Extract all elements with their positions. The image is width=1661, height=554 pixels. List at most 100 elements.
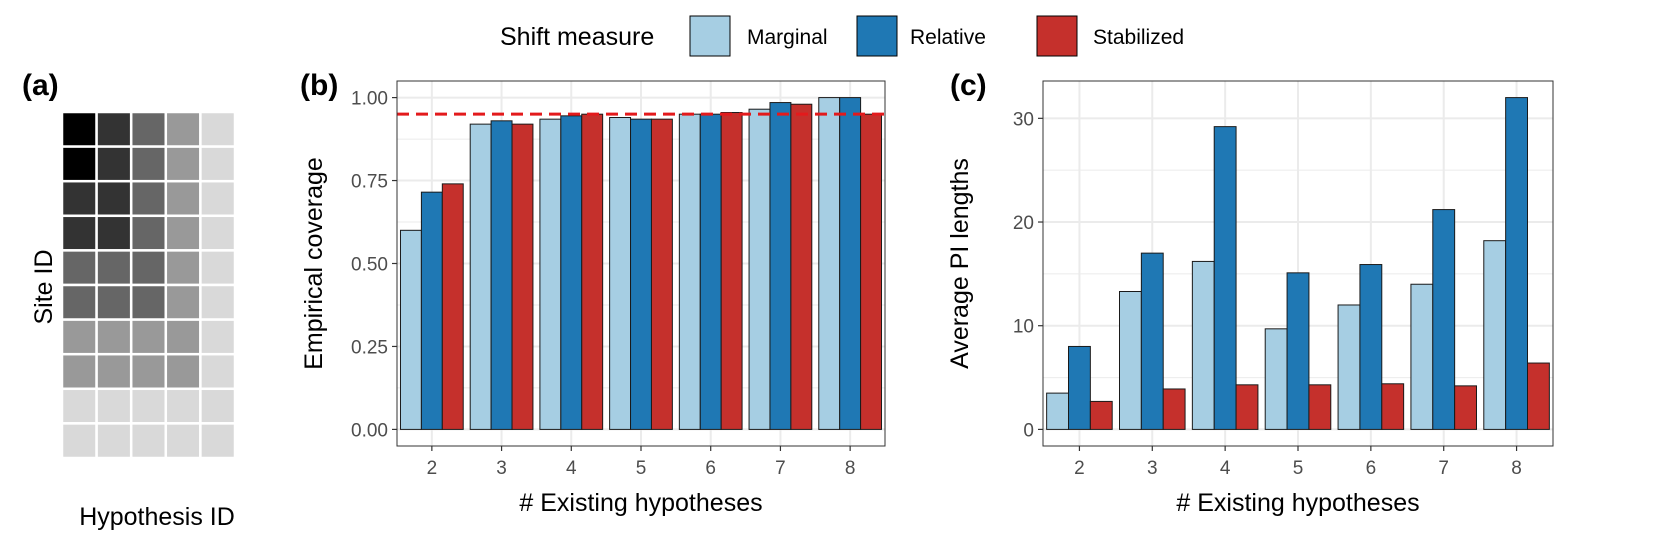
panel-b-yticks: 0.00 0.25 0.50 0.75 1.00 (351, 89, 397, 441)
bar-stabilized (1162, 388, 1186, 430)
x-tick-label: 7 (1438, 458, 1449, 479)
bar-stabilized (1454, 385, 1477, 430)
bar-marginal (1119, 290, 1142, 430)
grid-cell (60, 352, 98, 391)
grid-cell (95, 352, 133, 391)
x-tick-label: 3 (496, 458, 507, 479)
x-tick-label: 7 (775, 458, 786, 479)
bar-stabilized (581, 113, 604, 430)
grid-cell (199, 110, 237, 148)
x-tick-label: 5 (636, 458, 647, 479)
bar-stabilized (790, 103, 813, 430)
bar-marginal (469, 123, 492, 430)
panel-c-xticks: 2 3 4 5 6 7 8 (1074, 446, 1522, 479)
panel-c-ylabel: Average PI lengths (946, 158, 974, 369)
bar-relative (420, 191, 443, 430)
grid-cell (129, 352, 168, 391)
grid-cell (129, 387, 168, 425)
bar-stabilized (1527, 362, 1550, 430)
y-tick-label: 0.75 (351, 172, 388, 193)
bar-relative (1359, 264, 1383, 430)
bar-relative (1432, 209, 1456, 430)
panel-b-xticks: 2 3 4 5 6 7 8 (427, 446, 855, 479)
grid-cell (164, 249, 202, 287)
bar-marginal (748, 108, 771, 430)
grid-cell (199, 422, 237, 460)
y-tick-label: 0.25 (351, 337, 388, 358)
grid-cell (60, 387, 98, 425)
bar-marginal (1337, 304, 1361, 430)
bar-stabilized (1381, 383, 1405, 430)
grid-cell (164, 318, 202, 356)
y-tick-label: 10 (1013, 317, 1034, 338)
bar-marginal (1046, 392, 1069, 430)
grid-cell (60, 145, 98, 183)
x-tick-label: 5 (1293, 458, 1304, 479)
bar-marginal (1483, 240, 1507, 430)
grid-cell (164, 179, 202, 218)
grid-cell (164, 387, 202, 425)
bar-relative (490, 120, 513, 430)
bar-marginal (818, 97, 841, 430)
grid-cell (199, 214, 237, 252)
legend-label-stabilized: Stabilized (1093, 26, 1184, 49)
y-tick-label: 30 (1013, 109, 1034, 130)
grid-cell (129, 214, 168, 252)
grid-cell (199, 387, 237, 425)
grid-cell (164, 422, 202, 460)
panel-b-xlabel: # Existing hypotheses (519, 489, 762, 517)
bar-relative (839, 97, 862, 430)
grid-cell (129, 145, 168, 183)
panel-c-bars (1046, 97, 1550, 430)
legend-label-marginal: Marginal (747, 26, 828, 49)
legend-label-relative: Relative (910, 26, 986, 49)
bar-relative (699, 113, 722, 430)
hypothesis-site-grid (60, 110, 237, 460)
legend-key-stabilized (1036, 15, 1078, 57)
x-tick-label: 4 (566, 458, 577, 479)
grid-cell (164, 283, 202, 321)
grid-cell (199, 249, 237, 287)
grid-cell (60, 214, 98, 252)
grid-cell (95, 387, 133, 425)
bar-relative (1286, 272, 1310, 430)
grid-cell (60, 422, 98, 460)
bar-marginal (539, 118, 562, 430)
bar-marginal (1264, 328, 1288, 430)
y-tick-label: 0.00 (351, 420, 388, 441)
grid-cell (60, 179, 98, 218)
grid-cell (199, 145, 237, 183)
bar-stabilized (1089, 400, 1113, 430)
y-tick-label: 0 (1023, 420, 1034, 441)
bar-marginal (609, 117, 632, 430)
grid-cell (95, 249, 133, 287)
grid-cell (60, 318, 98, 356)
panel-a-xlabel: Hypothesis ID (79, 503, 235, 531)
panel-c-tag: (c) (950, 69, 987, 102)
grid-cell (129, 422, 168, 460)
x-tick-label: 2 (427, 458, 438, 479)
grid-cell (199, 352, 237, 391)
legend-key-relative (856, 15, 898, 57)
grid-cell (60, 283, 98, 321)
grid-cell (199, 179, 237, 218)
grid-cell (164, 352, 202, 391)
x-tick-label: 6 (705, 458, 716, 479)
panel-a-tag: (a) (22, 69, 59, 102)
legend-key-marginal (689, 15, 731, 57)
x-tick-label: 8 (1511, 458, 1522, 479)
bar-marginal (1191, 260, 1215, 430)
grid-cell (95, 110, 133, 148)
grid-cell (95, 318, 133, 356)
grid-cell (164, 110, 202, 148)
panel-c: (c) 0 10 20 30 2 3 4 5 6 7 8 Average PI lengths #… (946, 69, 1554, 517)
grid-cell (129, 110, 168, 148)
x-tick-label: 4 (1220, 458, 1231, 479)
bar-stabilized (511, 123, 534, 430)
bar-relative (560, 115, 583, 430)
bar-marginal (399, 229, 422, 430)
panel-b: (b) 0.00 0.25 0.50 0.75 1.00 2 3 4 5 6 7 8 Empiric… (300, 69, 886, 517)
grid-cell (129, 249, 168, 287)
grid-cell (95, 145, 133, 183)
